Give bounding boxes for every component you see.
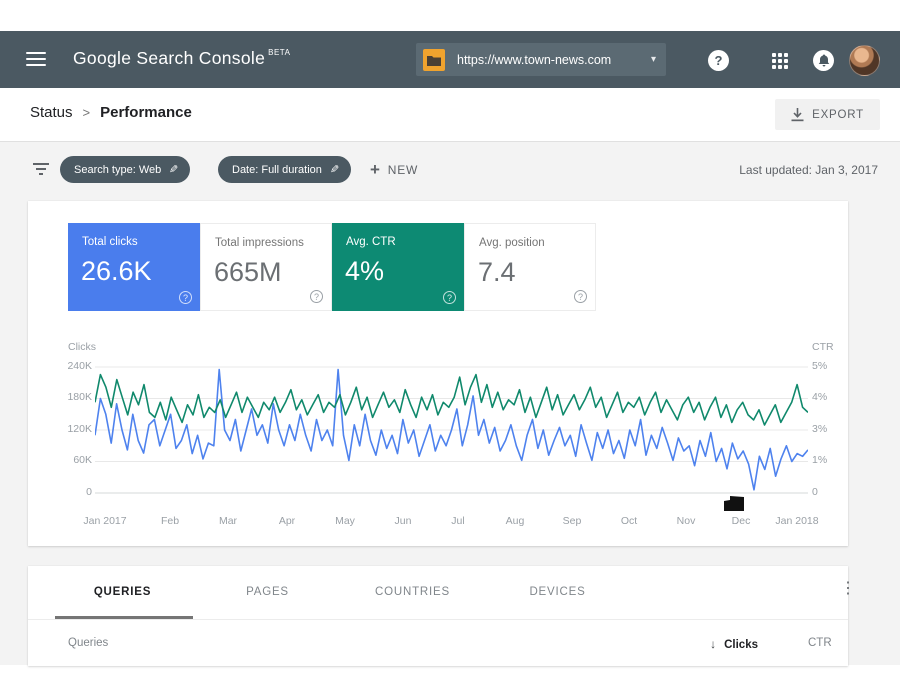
sort-descending-icon: ↓ [710, 637, 717, 651]
help-circle-icon[interactable]: ? [310, 290, 323, 303]
column-header-queries: Queries [68, 637, 109, 649]
metric-label: Avg. position [479, 237, 545, 249]
metric-value: 4% [345, 256, 385, 286]
tabs-divider [28, 619, 848, 620]
metric-avg-position[interactable]: Avg. position 7.4 ? [464, 223, 596, 311]
beta-badge: BETA [268, 48, 291, 58]
metric-label: Total impressions [215, 237, 304, 249]
right-axis-title: CTR [812, 341, 834, 353]
metric-value: 26.6K [81, 256, 152, 286]
export-button[interactable]: EXPORT [775, 99, 880, 130]
help-circle-icon[interactable]: ? [443, 291, 456, 304]
app-logo: Google Search Console BETA [73, 48, 290, 69]
help-circle-icon[interactable]: ? [574, 290, 587, 303]
x-axis-label: Mar [218, 515, 238, 527]
chevron-down-icon: ▾ [650, 54, 656, 65]
x-axis-label: Feb [160, 515, 180, 527]
right-axis-tick: 5% [812, 360, 828, 372]
metric-avg-ctr[interactable]: Avg. CTR 4% ? [332, 223, 464, 311]
column-header-ctr[interactable]: CTR [808, 637, 832, 649]
tab-countries[interactable]: COUNTRIES [375, 586, 450, 598]
right-axis-tick: 4% [812, 391, 828, 403]
performance-chart-card: Total clicks 26.6K ? Total impressions 6… [28, 201, 848, 546]
chip-label: Search type: Web [74, 163, 162, 176]
x-axis-label: Oct [620, 515, 638, 527]
metric-total-impressions[interactable]: Total impressions 665M ? [200, 223, 332, 311]
user-avatar[interactable] [849, 45, 880, 76]
download-icon [791, 107, 804, 121]
tab-pages[interactable]: PAGES [246, 586, 289, 598]
chip-label: Date: Full duration [232, 163, 322, 176]
column-header-clicks[interactable]: ↓ Clicks [653, 637, 758, 651]
x-axis-label: Sep [562, 515, 582, 527]
app-bar: Google Search Console BETA https://www.to… [0, 31, 900, 88]
content-area: Search type: Web ✎ Date: Full duration ✎… [0, 141, 900, 666]
new-label: NEW [387, 163, 419, 177]
property-url: https://www.town-news.com [457, 52, 612, 67]
x-axis-label: Apr [278, 515, 296, 527]
metric-cards: Total clicks 26.6K ? Total impressions 6… [68, 223, 596, 311]
property-icon [423, 48, 445, 71]
notifications-button[interactable] [813, 50, 834, 71]
new-filter-button[interactable]: + NEW [370, 160, 418, 180]
breadcrumb-status[interactable]: Status [30, 104, 73, 121]
hamburger-menu-icon[interactable] [26, 52, 46, 66]
tab-devices[interactable]: DEVICES [529, 586, 586, 598]
filter-icon[interactable] [33, 163, 49, 175]
dimension-tabs: QUERIES PAGES COUNTRIES DEVICES [50, 566, 630, 618]
metric-value: 7.4 [478, 257, 516, 287]
x-axis-label: Jan 2017 [83, 515, 127, 527]
x-axis-label: Jan 2018 [775, 515, 819, 527]
kebab-menu-icon[interactable]: ⋮ [840, 580, 856, 597]
series-line-ctr [95, 373, 808, 426]
page-title: Performance [100, 104, 192, 121]
metric-value: 665M [214, 257, 282, 287]
left-axis-tick: 180K [67, 391, 92, 403]
x-axis-label: Aug [505, 515, 525, 527]
timeseries-plot[interactable] [95, 366, 808, 494]
filter-bar: Search type: Web ✎ Date: Full duration ✎… [0, 156, 900, 184]
series-line-clicks [95, 368, 808, 491]
clicks-header-label: Clicks [724, 639, 758, 651]
export-label: EXPORT [812, 108, 864, 121]
left-axis-tick: 60K [73, 454, 92, 466]
filter-chip-search-type[interactable]: Search type: Web ✎ [60, 156, 191, 183]
help-button[interactable]: ? [708, 50, 729, 71]
dimensions-table-card: QUERIES PAGES COUNTRIES DEVICES ⋮ Querie… [28, 566, 856, 666]
left-axis-tick: 120K [67, 423, 92, 435]
metric-total-clicks[interactable]: Total clicks 26.6K ? [68, 223, 200, 311]
right-axis-tick: 1% [812, 454, 828, 466]
filter-chip-date[interactable]: Date: Full duration ✎ [218, 156, 352, 183]
edit-pencil-icon: ✎ [169, 164, 179, 176]
plus-icon: + [370, 160, 381, 179]
tab-queries[interactable]: QUERIES [93, 586, 152, 598]
breadcrumb: Status > Performance [30, 104, 192, 121]
help-circle-icon[interactable]: ? [179, 291, 192, 304]
x-axis-label: May [335, 515, 355, 527]
property-selector[interactable]: https://www.town-news.com ▾ [416, 43, 666, 76]
active-tab-underline [55, 616, 193, 619]
bell-icon [818, 54, 829, 67]
x-axis-label: Nov [676, 515, 696, 527]
apps-grid-icon[interactable] [772, 53, 788, 69]
breadcrumb-separator: > [82, 105, 91, 120]
breadcrumb-row: Status > Performance EXPORT [0, 88, 900, 141]
left-axis-title: Clicks [68, 341, 96, 353]
metric-label: Avg. CTR [346, 236, 396, 248]
left-axis-tick: 0 [86, 486, 92, 498]
mouse-cursor-icon [724, 496, 744, 511]
question-icon: ? [714, 53, 723, 68]
edit-pencil-icon: ✎ [329, 164, 340, 176]
metric-label: Total clicks [82, 236, 138, 248]
app-logo-text: Google Search Console [73, 48, 266, 68]
x-axis-label: Dec [731, 515, 751, 527]
last-updated-text: Last updated: Jan 3, 2017 [739, 163, 878, 177]
x-axis-label: Jul [451, 515, 465, 527]
right-axis-tick: 0 [812, 486, 818, 498]
x-axis-label: Jun [394, 515, 412, 527]
right-axis-tick: 3% [812, 423, 828, 435]
left-axis-tick: 240K [67, 360, 92, 372]
